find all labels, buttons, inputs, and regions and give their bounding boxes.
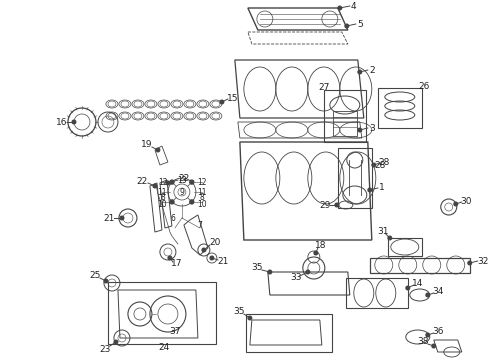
Circle shape [426,293,430,297]
Circle shape [372,163,376,167]
Text: 30: 30 [460,197,471,206]
Circle shape [166,181,170,185]
Circle shape [190,180,194,184]
Circle shape [248,316,252,320]
Circle shape [170,180,174,184]
Text: 35: 35 [233,306,245,315]
Text: 6: 6 [171,213,175,222]
Circle shape [454,202,458,206]
Text: 34: 34 [432,288,443,297]
Text: 33: 33 [290,274,301,283]
Circle shape [190,200,194,204]
Text: 28: 28 [374,161,386,170]
Bar [378,88,422,128]
Text: 15: 15 [227,94,239,103]
Bar [338,148,372,208]
Circle shape [345,24,348,28]
Circle shape [432,344,436,348]
Bar [346,278,408,308]
Text: 5: 5 [357,19,363,28]
Text: 20: 20 [209,238,220,247]
Circle shape [314,251,318,255]
Text: 1: 1 [379,183,385,192]
Circle shape [368,188,371,192]
Circle shape [426,333,430,337]
Circle shape [406,286,410,290]
Text: 27: 27 [318,82,329,91]
Text: 10: 10 [197,199,207,208]
Text: 13: 13 [177,176,187,185]
Circle shape [210,256,214,260]
Text: 12: 12 [197,177,207,186]
Circle shape [268,270,271,274]
Circle shape [114,340,118,344]
Circle shape [358,128,362,132]
Text: 19: 19 [141,140,153,149]
Circle shape [468,261,471,265]
Text: 22: 22 [136,176,147,185]
Bar [246,314,332,352]
Text: 26: 26 [418,81,429,90]
Text: 18: 18 [315,240,326,249]
Text: 12: 12 [158,177,168,186]
Text: 8: 8 [161,193,165,202]
Text: 37: 37 [169,328,181,337]
Bar [388,238,422,256]
Circle shape [335,203,339,207]
Text: 17: 17 [171,260,183,269]
Text: 14: 14 [412,279,423,288]
Text: 21: 21 [217,257,228,266]
Circle shape [358,70,362,74]
Circle shape [156,148,160,152]
Circle shape [220,100,223,104]
Circle shape [338,6,342,10]
Text: 11: 11 [157,188,167,197]
Circle shape [306,270,310,274]
Text: 23: 23 [99,345,111,354]
Text: 36: 36 [432,328,443,337]
Text: 35: 35 [251,264,263,273]
Text: 4: 4 [351,1,357,10]
Text: 3: 3 [369,123,375,132]
Text: 10: 10 [157,199,167,208]
Bar [324,90,366,142]
Text: 24: 24 [158,343,170,352]
Circle shape [388,236,392,240]
Text: 29: 29 [319,201,331,210]
Text: 31: 31 [377,226,389,235]
Circle shape [168,256,172,260]
Text: 32: 32 [477,256,489,266]
Text: 21: 21 [103,213,115,222]
Text: 9: 9 [179,188,184,197]
Text: 8: 8 [199,193,204,202]
Circle shape [170,200,174,204]
Text: 38: 38 [417,338,429,346]
Text: 25: 25 [89,270,100,279]
Bar [108,282,216,344]
Circle shape [72,120,76,124]
Circle shape [153,184,157,188]
Text: 11: 11 [197,188,207,197]
Text: 2: 2 [369,66,375,75]
Circle shape [202,248,206,252]
Circle shape [120,216,124,220]
Text: 22: 22 [178,174,190,183]
Text: 16: 16 [56,117,68,126]
Text: 28: 28 [378,158,390,166]
Text: 7: 7 [197,220,202,230]
Circle shape [104,279,108,283]
